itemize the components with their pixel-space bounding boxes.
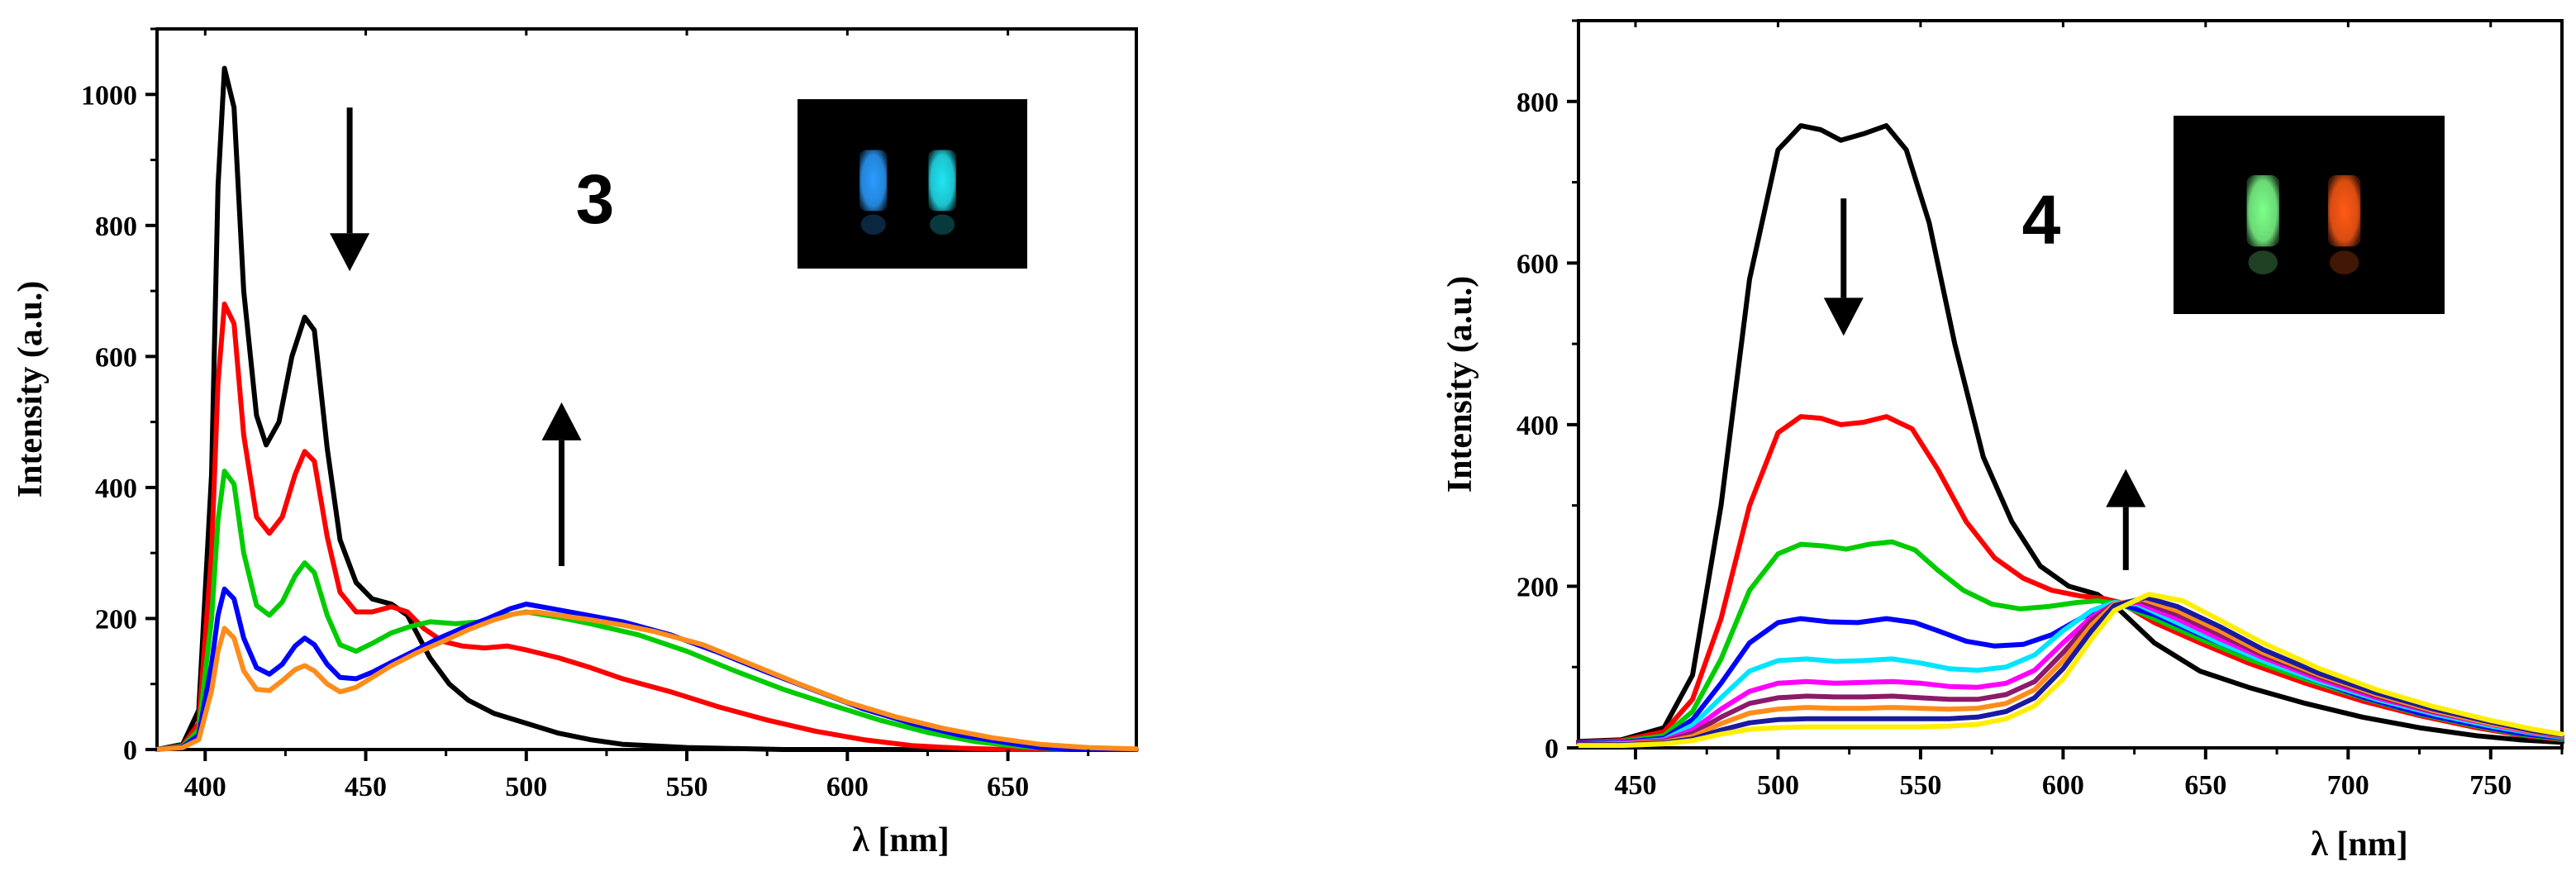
x-tick-label: 600 bbox=[826, 772, 869, 802]
x-tick-label: 650 bbox=[2184, 770, 2226, 801]
y-tick-label: 0 bbox=[123, 735, 137, 766]
series-line-black bbox=[1576, 123, 2564, 745]
y-tick-label: 1000 bbox=[81, 80, 137, 111]
vial bbox=[2327, 175, 2361, 247]
x-tick-label: 500 bbox=[505, 772, 547, 802]
x-tick-label: 550 bbox=[666, 772, 708, 802]
vial-reflection bbox=[930, 214, 955, 236]
series-line-red bbox=[155, 301, 1139, 752]
x-tick-label: 650 bbox=[987, 772, 1029, 802]
y-tick-label: 400 bbox=[1517, 411, 1559, 441]
x-tick-label: 700 bbox=[2327, 770, 2369, 801]
arrow-head-down bbox=[330, 233, 370, 272]
series-line-yellow bbox=[1576, 592, 2564, 749]
series-line-navy bbox=[1576, 595, 2564, 748]
y-tick-label: 800 bbox=[95, 212, 137, 242]
plot-frame bbox=[1577, 19, 2564, 750]
x-tick-label: 450 bbox=[1614, 770, 1656, 801]
x-tick-label: 750 bbox=[2469, 770, 2512, 801]
series-line-black bbox=[155, 65, 1139, 752]
x-axis-label: λ [nm] bbox=[2311, 826, 2407, 864]
y-tick-label: 600 bbox=[1517, 249, 1559, 279]
x-tick-label: 600 bbox=[2042, 770, 2084, 801]
panel-label: 4 bbox=[2022, 181, 2061, 259]
inset-vial-photo bbox=[798, 99, 1027, 269]
arrow-head-up bbox=[2106, 469, 2146, 507]
panel-label: 3 bbox=[576, 160, 615, 238]
arrow-head-up bbox=[541, 402, 582, 440]
y-tick-label: 0 bbox=[1545, 734, 1559, 764]
vial bbox=[2246, 175, 2279, 247]
inset-vial-photo bbox=[2174, 116, 2445, 314]
inset-background bbox=[2174, 116, 2445, 314]
series-line-orange bbox=[155, 609, 1139, 752]
y-tick-label: 200 bbox=[1517, 572, 1559, 602]
vial-reflection bbox=[2329, 250, 2359, 274]
series-line-red bbox=[1576, 414, 2564, 745]
x-axis-label: λ [nm] bbox=[852, 821, 949, 859]
vial-reflection bbox=[2248, 250, 2278, 274]
vial bbox=[859, 150, 888, 212]
vial-reflection bbox=[860, 214, 886, 236]
y-axis-label: Intensity (a.u.) bbox=[12, 281, 50, 498]
x-tick-label: 450 bbox=[345, 772, 387, 802]
y-axis-label: Intensity (a.u.) bbox=[1441, 276, 1479, 493]
arrow-head-down bbox=[1823, 297, 1864, 336]
series-line-green bbox=[155, 469, 1139, 752]
chart-panel-4: 450 500 550 600 650 700 750 0 200 400 600 800 Intens… bbox=[1441, 19, 2564, 864]
x-tick-label: 500 bbox=[1757, 770, 1799, 801]
x-tick-label: 550 bbox=[1899, 770, 1941, 801]
inset-background bbox=[798, 99, 1027, 269]
plot-frame bbox=[155, 27, 1138, 751]
vial bbox=[928, 150, 956, 212]
chart-panel-3: 400 450 500 550 600 650 0 200 400 600 800 1000 Inten… bbox=[12, 27, 1139, 859]
y-tick-label: 400 bbox=[95, 474, 137, 504]
y-tick-label: 600 bbox=[95, 342, 137, 373]
y-tick-label: 200 bbox=[95, 604, 137, 635]
series-line-blue bbox=[155, 586, 1139, 752]
x-tick-label: 400 bbox=[184, 772, 226, 802]
y-tick-label: 800 bbox=[1517, 88, 1559, 118]
